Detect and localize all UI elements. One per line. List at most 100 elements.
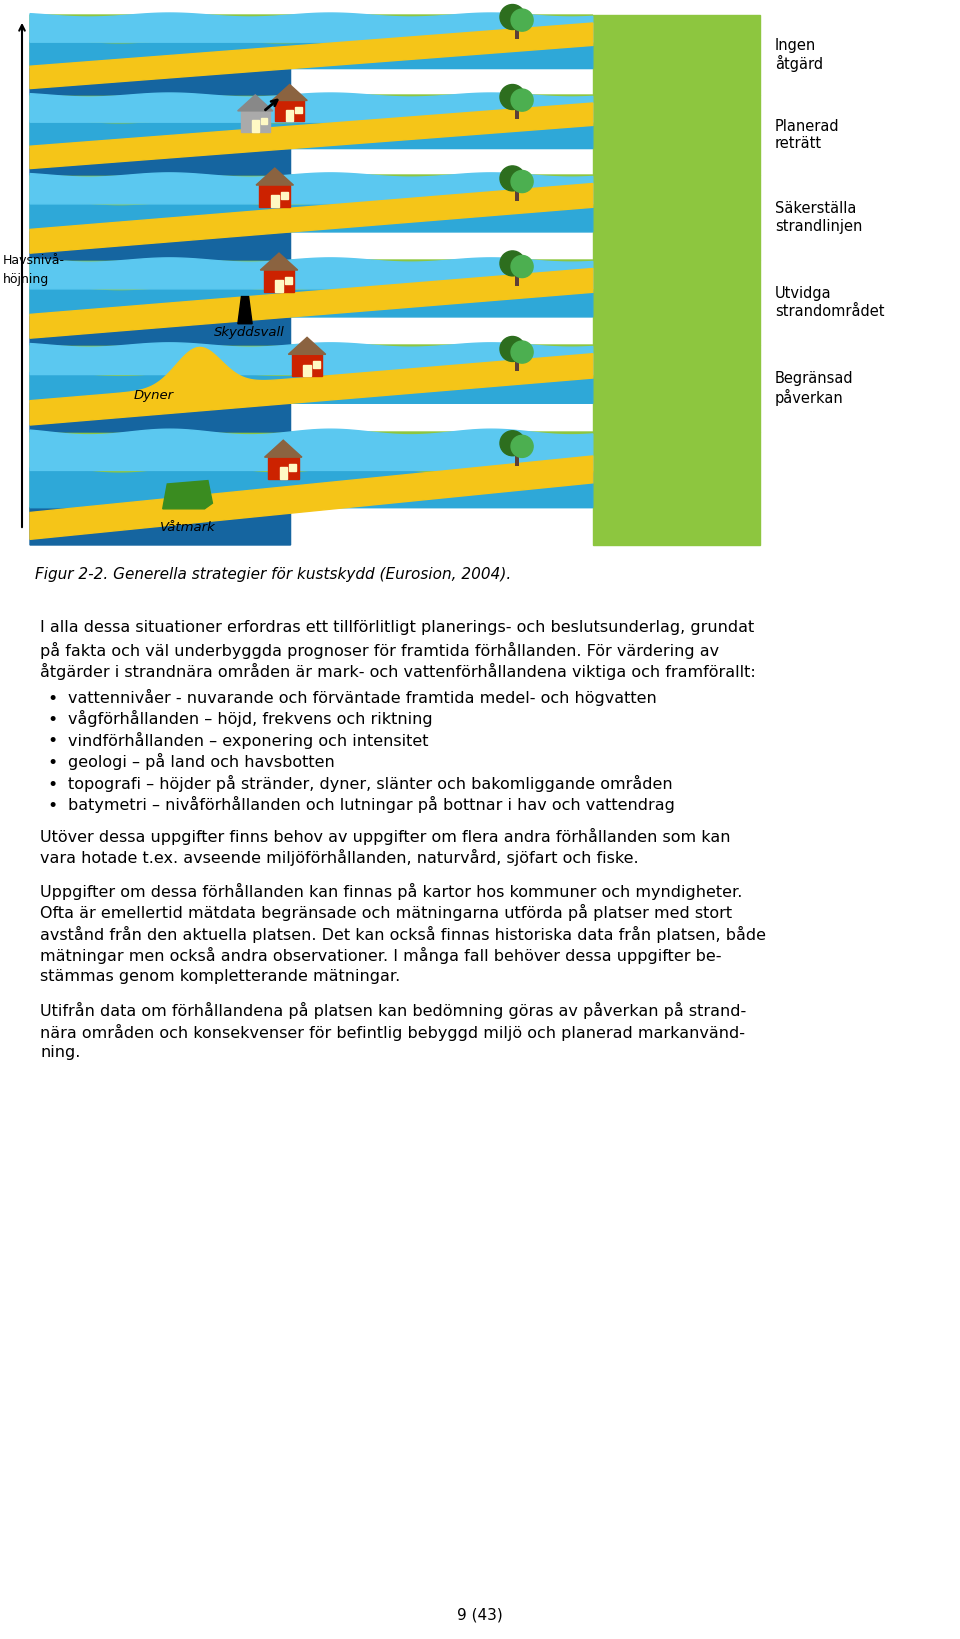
Text: Utifrån data om förhållandena på platsen kan bedömning göras av påverkan på stra: Utifrån data om förhållandena på platsen…	[40, 1001, 746, 1019]
Polygon shape	[30, 229, 291, 261]
Text: geologi – på land och havsbotten: geologi – på land och havsbotten	[68, 752, 335, 770]
Polygon shape	[30, 343, 593, 375]
Bar	[292, 354, 323, 377]
Text: Figur 2-2. Generella strategier för kustskydd (Eurosion, 2004).: Figur 2-2. Generella strategier för kust…	[35, 567, 512, 582]
Text: Ingen
åtgärd: Ingen åtgärd	[775, 38, 823, 72]
Bar	[259, 185, 290, 207]
Text: Havsnivå-: Havsnivå-	[3, 254, 65, 267]
Text: •: •	[47, 775, 58, 793]
Text: ning.: ning.	[40, 1046, 81, 1060]
Bar	[261, 118, 267, 123]
Polygon shape	[593, 95, 760, 175]
Polygon shape	[30, 287, 593, 316]
Polygon shape	[30, 315, 291, 344]
Polygon shape	[265, 441, 302, 457]
Polygon shape	[30, 429, 593, 470]
Bar	[271, 195, 278, 207]
Polygon shape	[288, 338, 325, 354]
Polygon shape	[30, 15, 593, 66]
Text: mätningar men också andra observationer. I många fall behöver dessa uppgifter be: mätningar men också andra observationer.…	[40, 947, 722, 964]
Bar	[280, 192, 287, 198]
Polygon shape	[256, 169, 294, 185]
Polygon shape	[30, 120, 593, 149]
Text: vara hotade t.ex. avseende miljöförhållanden, naturvård, sjöfart och fiske.: vara hotade t.ex. avseende miljöförhålla…	[40, 849, 638, 865]
Polygon shape	[30, 184, 593, 252]
Text: Säkerställa
strandlinjen: Säkerställa strandlinjen	[775, 202, 862, 234]
Bar	[296, 107, 301, 113]
Circle shape	[511, 436, 533, 457]
Text: Uppgifter om dessa förhållanden kan finnas på kartor hos kommuner och myndighete: Uppgifter om dessa förhållanden kan finn…	[40, 882, 742, 900]
Text: •: •	[47, 733, 58, 751]
Polygon shape	[30, 261, 593, 315]
Polygon shape	[30, 175, 593, 229]
Text: Planerad
reträtt: Planerad reträtt	[775, 118, 840, 151]
Circle shape	[500, 166, 525, 190]
Bar	[264, 270, 295, 292]
Text: åtgärder i strandnära områden är mark- och vattenförhållandena viktiga och framf: åtgärder i strandnära områden är mark- o…	[40, 664, 756, 680]
Circle shape	[511, 256, 533, 277]
Polygon shape	[30, 103, 593, 169]
Circle shape	[511, 10, 533, 31]
Polygon shape	[30, 95, 593, 146]
Text: höjning: höjning	[3, 274, 49, 287]
Bar	[241, 111, 270, 131]
Polygon shape	[593, 15, 760, 95]
Bar	[285, 277, 292, 284]
Text: avstånd från den aktuella platsen. Det kan också finnas historiska data från pla: avstånd från den aktuella platsen. Det k…	[40, 926, 766, 942]
Bar	[289, 464, 296, 470]
Text: Dyner: Dyner	[133, 388, 174, 402]
Polygon shape	[593, 433, 760, 546]
Polygon shape	[30, 23, 593, 89]
Polygon shape	[30, 13, 593, 43]
Bar	[276, 100, 304, 121]
Polygon shape	[30, 344, 593, 400]
Text: •: •	[47, 797, 58, 815]
Polygon shape	[30, 202, 593, 233]
Polygon shape	[260, 252, 298, 270]
Polygon shape	[30, 372, 593, 403]
Polygon shape	[30, 269, 593, 338]
Circle shape	[500, 336, 525, 362]
Bar	[276, 280, 283, 292]
Polygon shape	[593, 175, 760, 261]
Text: •: •	[47, 754, 58, 772]
Text: Utvidga
strandområdet: Utvidga strandområdet	[775, 287, 884, 318]
Circle shape	[500, 251, 525, 275]
Text: 9 (43): 9 (43)	[457, 1608, 503, 1623]
Bar	[252, 121, 259, 131]
Polygon shape	[593, 344, 760, 433]
Polygon shape	[30, 456, 593, 539]
Polygon shape	[30, 93, 593, 123]
Polygon shape	[30, 257, 593, 288]
Polygon shape	[30, 146, 291, 175]
Text: Ofta är emellertid mätdata begränsade och mätningarna utförda på platser med sto: Ofta är emellertid mätdata begränsade oc…	[40, 905, 732, 921]
Text: nära områden och konsekvenser för befintlig bebyggd miljö och planerad markanvän: nära områden och konsekvenser för befint…	[40, 1023, 745, 1041]
Polygon shape	[238, 297, 252, 325]
Circle shape	[511, 341, 533, 364]
Text: Våtmark: Våtmark	[159, 521, 215, 534]
Circle shape	[500, 431, 525, 456]
Polygon shape	[593, 261, 760, 344]
Text: batymetri – nivåförhållanden och lutningar på bottnar i hav och vattendrag: batymetri – nivåförhållanden och lutning…	[68, 797, 675, 813]
Circle shape	[500, 85, 525, 110]
Polygon shape	[163, 480, 212, 508]
Text: topografi – höjder på stränder, dyner, slänter och bakomliggande områden: topografi – höjder på stränder, dyner, s…	[68, 775, 673, 792]
Circle shape	[500, 5, 525, 30]
Text: stämmas genom kompletterande mätningar.: stämmas genom kompletterande mätningar.	[40, 969, 400, 983]
Bar	[313, 362, 320, 367]
Polygon shape	[30, 467, 593, 508]
Circle shape	[511, 170, 533, 192]
Text: vågförhållanden – höjd, frekvens och riktning: vågförhållanden – höjd, frekvens och rik…	[68, 710, 433, 728]
Polygon shape	[30, 505, 291, 546]
Bar	[268, 457, 299, 479]
Text: Skyddsvall: Skyddsvall	[214, 326, 284, 339]
Polygon shape	[30, 67, 291, 95]
Polygon shape	[30, 402, 291, 433]
Bar	[303, 364, 311, 377]
Text: på fakta och väl underbyggda prognoser för framtida förhållanden. För värdering : på fakta och väl underbyggda prognoser f…	[40, 641, 719, 659]
Text: vindförhållanden – exponering och intensitet: vindförhållanden – exponering och intens…	[68, 731, 428, 749]
Text: vattennivåer - nuvarande och förväntade framtida medel- och högvatten: vattennivåer - nuvarande och förväntade …	[68, 688, 657, 705]
Polygon shape	[30, 347, 593, 425]
Bar	[279, 467, 287, 479]
Text: I alla dessa situationer erfordras ett tillförlitligt planerings- och beslutsund: I alla dessa situationer erfordras ett t…	[40, 620, 755, 634]
